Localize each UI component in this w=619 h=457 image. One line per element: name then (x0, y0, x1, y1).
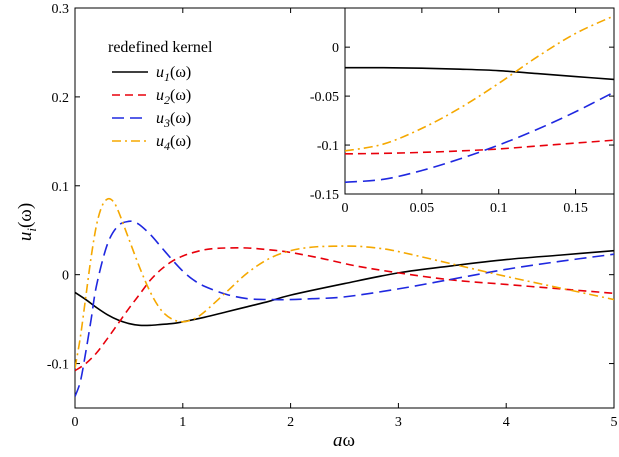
inset-y-tick-label: 0 (332, 41, 339, 56)
legend-label-u1: u1(ω) (156, 64, 191, 84)
y-axis-title-sub: i (24, 228, 39, 232)
main-x-tick-label: 0 (72, 415, 79, 430)
main-series-line-u2 (75, 247, 614, 372)
inset-series-line-u1 (345, 66, 614, 81)
legend-label-base: u (156, 110, 164, 127)
main-y-tick-label: 0.3 (52, 2, 70, 17)
main-series-lines (75, 197, 614, 397)
legend-label-base: u (156, 64, 164, 81)
inset-y-tick-label: -0.05 (310, 90, 339, 105)
legend-label-base: u (156, 87, 164, 104)
y-axis-title: ui(ω) (15, 203, 39, 241)
inset-x-tick-label: 0.05 (410, 201, 435, 216)
main-x-tick-label: 3 (395, 415, 402, 430)
legend-entries: u1(ω)u2(ω)u3(ω)u4(ω) (112, 64, 191, 153)
legend-label-rest: (ω) (170, 64, 191, 81)
legend: redefined kernel u1(ω)u2(ω)u3(ω)u4(ω) (108, 39, 213, 153)
main-y-tick-label: 0 (62, 269, 69, 284)
x-axis-title-italic: a (333, 430, 343, 451)
legend-label-rest: (ω) (170, 87, 191, 104)
legend-label-rest: (ω) (170, 110, 191, 127)
main-x-tick-label: 4 (503, 415, 510, 430)
main-series-line-u1 (75, 249, 614, 327)
main-x-tick-label: 1 (179, 415, 186, 430)
inset-x-tick-label: 0 (342, 201, 349, 216)
inset-series-line-u3 (345, 91, 614, 184)
legend-label-sub: 3 (163, 116, 170, 130)
inset-x-tick-label: 0.1 (490, 201, 508, 216)
x-axis-title-rest: ω (342, 430, 355, 451)
inset-series-lines (345, 15, 614, 184)
legend-label-rest: (ω) (170, 133, 191, 150)
main-y-tick-label: -0.1 (47, 358, 69, 373)
legend-label-u2: u2(ω) (156, 87, 191, 107)
main-x-tick-label: 2 (287, 415, 294, 430)
inset-plot-frame (344, 7, 615, 195)
legend-label-u4: u4(ω) (156, 133, 191, 153)
main-x-tick-label: 5 (611, 415, 618, 430)
inset-x-tick-label: 0.15 (563, 201, 588, 216)
inset-plot: 0 0.05 0.1 0.15 -0.15 -0.1 -0.05 0 (310, 7, 615, 216)
legend-label-sub: 2 (164, 93, 170, 107)
legend-label-sub: 1 (164, 70, 170, 84)
inset-series-line-u2 (345, 139, 614, 155)
inset-series-line-u4 (345, 15, 614, 152)
main-y-tick-label: 0.1 (52, 180, 70, 195)
main-series-line-u4 (75, 197, 614, 369)
x-axis-title: aω (333, 430, 355, 451)
inset-y-tick-label: -0.1 (317, 139, 339, 154)
legend-label-u3: u3(ω) (156, 110, 191, 130)
main-series-line-u3 (75, 220, 614, 397)
inset-y-tick-label: -0.15 (310, 188, 339, 203)
y-axis-title-rest: (ω) (15, 203, 36, 228)
main-y-tick-label: 0.2 (52, 91, 70, 106)
legend-title: redefined kernel (108, 39, 213, 56)
legend-label-sub: 4 (164, 139, 170, 153)
inset-axis-ticks: 0 0.05 0.1 0.15 -0.15 -0.1 -0.05 0 (310, 8, 614, 216)
legend-label-base: u (156, 133, 164, 150)
y-axis-title-base: u (15, 232, 36, 242)
